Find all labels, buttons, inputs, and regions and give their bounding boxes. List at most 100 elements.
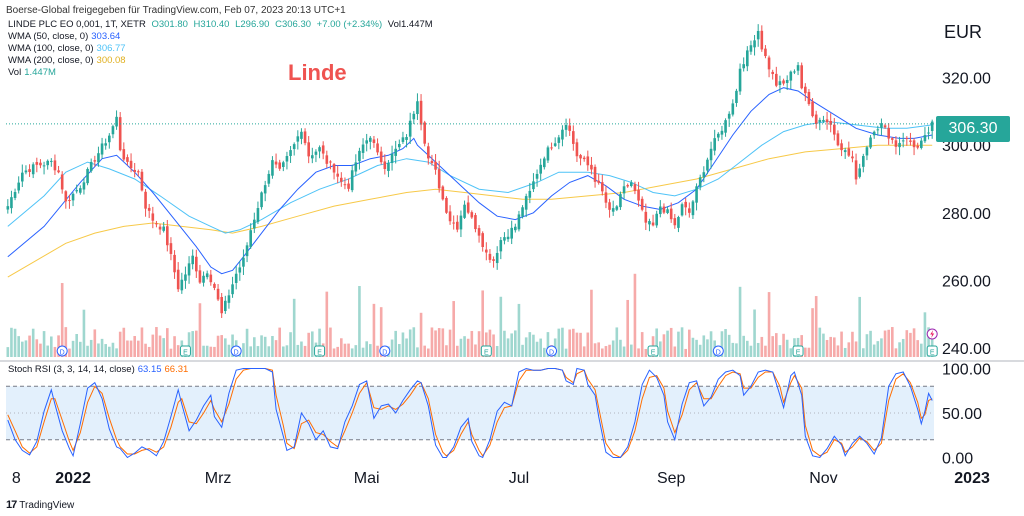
candle-body — [666, 209, 669, 213]
candle-body — [865, 147, 869, 156]
candle-body — [622, 186, 626, 194]
candle-body — [662, 206, 666, 213]
volume-bar — [256, 346, 260, 357]
time-tick-label: 2023 — [954, 470, 990, 487]
lightning-glyph — [930, 330, 935, 338]
volume-bar — [21, 341, 24, 357]
volume-bar — [336, 346, 339, 357]
volume-bar — [883, 330, 887, 357]
volume-bar — [524, 337, 528, 357]
price-tick-label: 300.00 — [942, 138, 991, 155]
volume-bar — [466, 338, 470, 357]
candle-body — [430, 160, 434, 164]
volume-bar — [626, 299, 629, 357]
volume-bar — [459, 338, 463, 357]
volume-bar — [292, 298, 296, 357]
candle-body — [256, 208, 260, 222]
candle-body — [829, 120, 832, 125]
volume-bar — [702, 335, 706, 357]
candle-body — [695, 186, 698, 203]
candle-body — [822, 119, 825, 122]
candle-body — [644, 211, 648, 223]
volume-bar — [53, 346, 57, 357]
event-letter: E — [317, 350, 322, 357]
candle-body — [57, 170, 60, 173]
volume-bar — [760, 336, 764, 357]
volume-bar — [829, 336, 832, 357]
last-price-badge: 306.30 — [936, 116, 1010, 142]
candle-body — [840, 143, 843, 151]
volume-bar — [176, 345, 180, 357]
candle-body — [75, 190, 78, 192]
volume-bar — [695, 339, 698, 357]
volume-bar — [912, 328, 916, 357]
candle-body — [898, 142, 901, 148]
candle-body — [260, 192, 263, 208]
candle-body — [615, 206, 619, 210]
candle-body — [39, 162, 42, 166]
candle-body — [872, 131, 876, 136]
candle-body — [916, 145, 919, 148]
volume-bar — [173, 336, 176, 357]
candle-body — [481, 233, 484, 247]
candle-body — [271, 160, 274, 176]
candle-body — [546, 147, 550, 161]
candle-body — [89, 161, 93, 172]
volume-bar — [557, 328, 561, 357]
volume-bar — [517, 303, 521, 357]
candle-body — [82, 182, 86, 190]
volume-bar — [782, 333, 785, 357]
candle-body — [394, 148, 397, 156]
volume-bar — [187, 332, 191, 357]
volume-bar — [155, 327, 158, 357]
volume-bars — [6, 273, 934, 357]
candle-body — [749, 45, 753, 52]
price-tick-label: 260.00 — [942, 273, 991, 290]
dividend-icon — [379, 345, 391, 357]
candle-body — [528, 190, 532, 198]
candle-body — [292, 144, 296, 150]
volume-bar — [369, 344, 372, 357]
volume-bar — [50, 336, 53, 357]
dividend-icon — [56, 345, 68, 357]
candle-body — [452, 222, 455, 224]
earnings-icon — [314, 345, 326, 357]
volume-bar — [546, 332, 550, 357]
legend-high: H310.40 — [193, 19, 230, 30]
candle-body — [285, 156, 289, 162]
candle-body — [756, 30, 760, 40]
earnings-icon — [179, 345, 191, 357]
volume-bar — [28, 335, 31, 357]
candle-body — [198, 270, 202, 283]
volume-bar — [898, 342, 901, 357]
volume-bar — [260, 335, 263, 357]
volume-bar — [423, 345, 426, 357]
candle-body — [764, 48, 767, 57]
volume-bar — [597, 342, 600, 357]
volume-bar — [771, 336, 774, 357]
volume-bar — [756, 342, 760, 357]
event-letter: E — [930, 350, 935, 357]
volume-bar — [401, 332, 405, 357]
candle-body — [836, 133, 840, 146]
candle-body — [814, 114, 818, 124]
event-marker-earnings: E — [926, 345, 938, 357]
candle-body — [231, 284, 234, 295]
candle-body — [86, 168, 89, 184]
volume-bar — [767, 292, 771, 357]
candle-body — [673, 218, 677, 226]
candle-body — [456, 221, 459, 230]
volume-bar — [115, 348, 118, 357]
volume-bar — [325, 291, 329, 357]
volume-bar — [39, 343, 42, 357]
candle-body — [115, 116, 118, 127]
candle-body — [42, 165, 46, 167]
volume-bar — [535, 341, 539, 357]
candle-body — [329, 161, 332, 163]
candle-body — [347, 183, 350, 189]
tradingview-footer[interactable]: 17 TradingView — [6, 499, 74, 511]
volume-bar — [677, 331, 680, 357]
volume-bar — [303, 345, 307, 357]
stoch-d-line — [7, 368, 933, 459]
